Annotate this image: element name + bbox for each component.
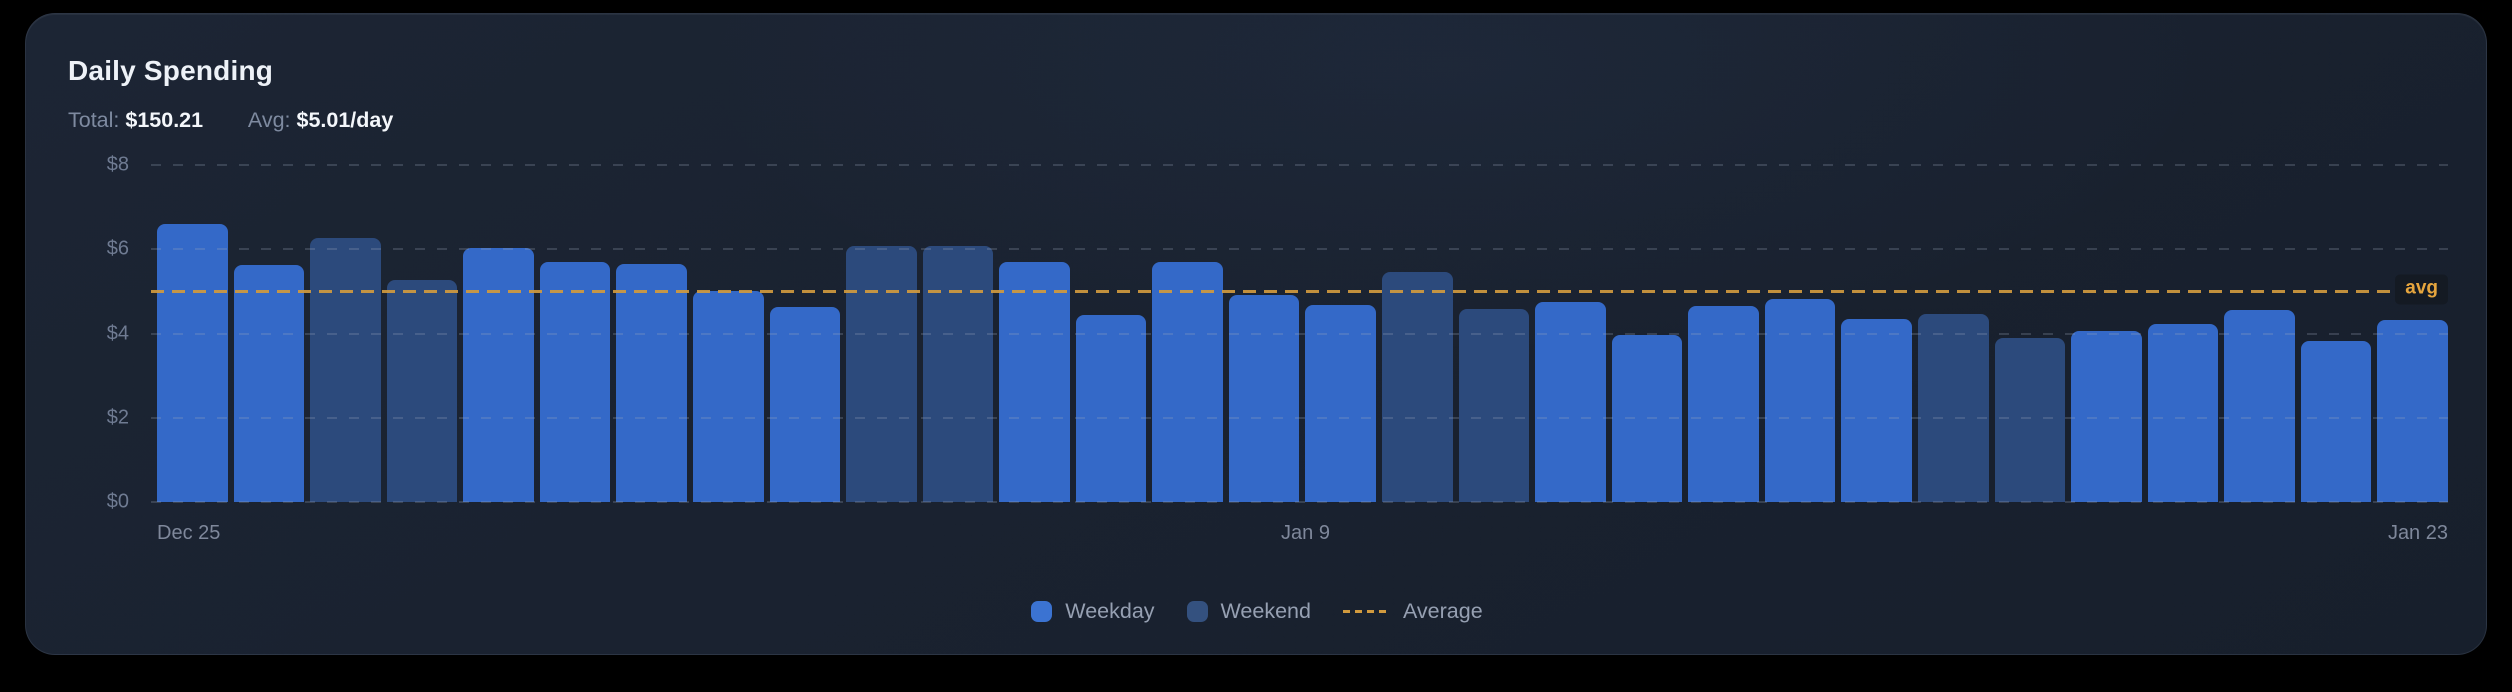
bar-dec-29[interactable]	[463, 248, 534, 502]
bar-jan-8[interactable]	[1228, 294, 1300, 502]
bar-dec-25[interactable]	[157, 224, 228, 502]
y-axis-label: $2	[106, 406, 129, 429]
bar-jan-4[interactable]	[922, 245, 994, 502]
x-axis-label: Jan 23	[2387, 522, 2448, 544]
y-axis-label: $8	[106, 153, 129, 176]
daily-spending-card: Daily Spending Total: $150.21 Avg: $5.01…	[25, 13, 2487, 655]
bar-jan-18[interactable]	[1994, 337, 2066, 502]
bar-jan-10[interactable]	[1382, 272, 1453, 502]
bar-jan-17[interactable]	[1917, 314, 1989, 502]
bar-jan-11[interactable]	[1458, 308, 1530, 502]
card-header: Daily Spending Total: $150.21 Avg: $5.01…	[68, 54, 393, 133]
avg-label: Avg:	[247, 108, 291, 132]
bar-jan-19[interactable]	[2071, 331, 2142, 502]
bar-jan-7[interactable]	[1152, 261, 1223, 502]
plot-area: avg	[151, 164, 2448, 503]
bar-jan-2[interactable]	[769, 307, 841, 502]
bars-group	[157, 165, 2448, 502]
bar-jan-13[interactable]	[1611, 334, 1683, 502]
y-axis-label: $4	[106, 322, 129, 344]
page-title: Daily Spending	[68, 55, 274, 86]
y-axis: $8 $6 $4 $2 $0	[26, 154, 129, 513]
summary-stats: Total: $150.21 Avg: $5.01/day	[68, 107, 393, 133]
x-axis: Dec 25 Jan 9 Jan 23	[157, 522, 2448, 548]
chart-legend: Weekday Weekend Average	[26, 599, 2488, 624]
bar-jan-1[interactable]	[692, 291, 764, 502]
bar-jan-9[interactable]	[1305, 305, 1376, 502]
bar-jan-6[interactable]	[1075, 315, 1147, 502]
legend-item-weekend[interactable]: Weekend	[1186, 599, 1311, 624]
bar-jan-15[interactable]	[1764, 299, 1836, 502]
legend-label-weekday: Weekday	[1065, 599, 1155, 623]
bar-dec-28[interactable]	[386, 280, 458, 502]
weekday-swatch-icon	[1031, 601, 1053, 622]
legend-label-weekend: Weekend	[1220, 599, 1311, 623]
weekend-swatch-icon	[1186, 601, 1208, 622]
bar-jan-12[interactable]	[1535, 301, 1606, 502]
bar-jan-23[interactable]	[2377, 320, 2448, 502]
bar-jan-21[interactable]	[2224, 309, 2295, 502]
average-line-label: avg	[2395, 274, 2448, 305]
bar-dec-27[interactable]	[310, 237, 381, 502]
bar-dec-31[interactable]	[616, 264, 687, 502]
bar-dec-30[interactable]	[539, 262, 611, 502]
y-axis-label: $0	[106, 490, 129, 513]
x-axis-label: Dec 25	[157, 522, 221, 544]
x-axis-label: Jan 9	[1281, 522, 1330, 544]
bar-dec-26[interactable]	[233, 265, 305, 502]
bar-jan-20[interactable]	[2147, 324, 2219, 502]
bar-jan-5[interactable]	[999, 262, 1070, 502]
average-dash-icon	[1342, 610, 1390, 613]
bar-jan-16[interactable]	[1841, 319, 1912, 502]
legend-label-average: Average	[1402, 599, 1483, 623]
bar-jan-14[interactable]	[1688, 306, 1759, 502]
legend-item-weekday[interactable]: Weekday	[1031, 599, 1155, 624]
bar-jan-22[interactable]	[2300, 341, 2372, 502]
bar-jan-3[interactable]	[846, 245, 917, 502]
legend-item-average[interactable]: Average	[1342, 599, 1483, 624]
y-axis-label: $6	[106, 237, 129, 260]
avg-value: $5.01/day	[296, 108, 394, 132]
total-value: $150.21	[125, 108, 204, 132]
total-label: Total:	[68, 108, 120, 132]
